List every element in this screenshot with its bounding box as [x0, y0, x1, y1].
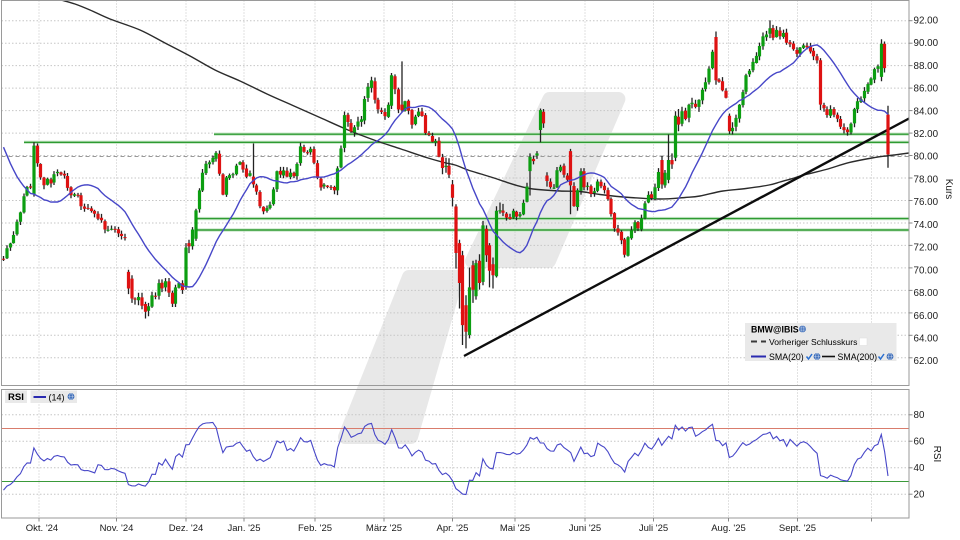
svg-text:Aug. '25: Aug. '25: [711, 523, 746, 534]
svg-text:70.00: 70.00: [914, 265, 939, 276]
svg-text:66.00: 66.00: [914, 311, 939, 322]
svg-text:Mai '25: Mai '25: [500, 523, 530, 534]
svg-text:88.00: 88.00: [914, 61, 939, 72]
svg-text:60: 60: [914, 437, 925, 448]
svg-text:74.00: 74.00: [914, 220, 939, 231]
svg-text:78.00: 78.00: [914, 174, 939, 185]
svg-text:Kurs: Kurs: [943, 179, 954, 200]
svg-text:84.00: 84.00: [914, 106, 939, 117]
svg-text:80.00: 80.00: [914, 152, 939, 163]
svg-text:Vorheriger Schlusskurs: Vorheriger Schlusskurs: [769, 337, 857, 347]
svg-text:64.00: 64.00: [914, 334, 939, 345]
svg-text:90.00: 90.00: [914, 38, 939, 49]
svg-text:92.00: 92.00: [914, 15, 939, 26]
svg-text:62.00: 62.00: [914, 356, 939, 367]
svg-text:RSI: RSI: [8, 392, 24, 403]
svg-text:SMA(20): SMA(20): [769, 352, 804, 362]
svg-text:76.00: 76.00: [914, 197, 939, 208]
svg-text:Juni '25: Juni '25: [569, 523, 601, 534]
svg-text:Dez. '24: Dez. '24: [169, 523, 204, 534]
svg-text:RSI: RSI: [931, 446, 942, 463]
svg-text:68.00: 68.00: [914, 288, 939, 299]
svg-text:SMA(200): SMA(200): [838, 352, 878, 362]
svg-text:82.00: 82.00: [914, 129, 939, 140]
svg-text:80: 80: [914, 410, 925, 421]
svg-text:Sept. '25: Sept. '25: [779, 523, 816, 534]
svg-text:Feb. '25: Feb. '25: [298, 523, 332, 534]
svg-text:40: 40: [914, 463, 925, 474]
svg-text:Juli '25: Juli '25: [639, 523, 668, 534]
svg-text:Nov. '24: Nov. '24: [100, 523, 134, 534]
svg-text:BMW@IBIS: BMW@IBIS: [751, 325, 799, 335]
svg-text:Apr. '25: Apr. '25: [437, 523, 469, 534]
svg-text:72.00: 72.00: [914, 243, 939, 254]
svg-text:Okt. '24: Okt. '24: [26, 523, 58, 534]
svg-text:86.00: 86.00: [914, 84, 939, 95]
svg-text:(14): (14): [49, 393, 65, 403]
svg-text:März '25: März '25: [366, 523, 402, 534]
svg-text:20: 20: [914, 490, 925, 501]
svg-text:Jan. '25: Jan. '25: [228, 523, 261, 534]
